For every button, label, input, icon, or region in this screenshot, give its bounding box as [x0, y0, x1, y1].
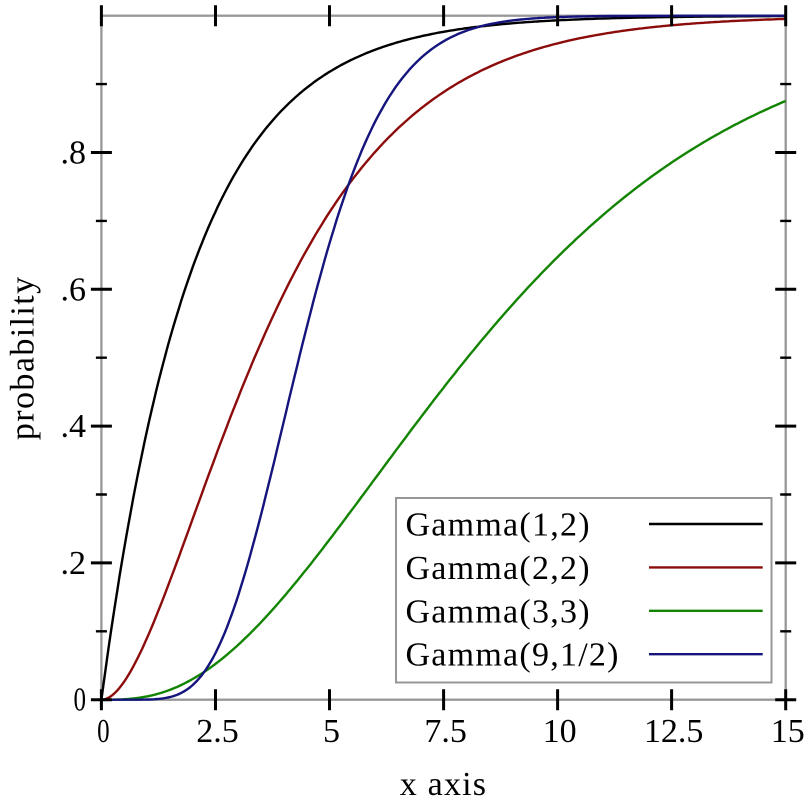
- svg-text:.6: .6: [61, 271, 87, 308]
- svg-text:probability: probability: [5, 275, 42, 440]
- svg-text:x axis: x axis: [400, 766, 487, 803]
- svg-text:2.5: 2.5: [196, 713, 239, 750]
- svg-text:Gamma(2,2): Gamma(2,2): [406, 550, 591, 587]
- svg-text:0: 0: [97, 713, 110, 750]
- svg-text:15: 15: [771, 713, 805, 750]
- svg-text:5: 5: [323, 713, 340, 750]
- svg-text:10: 10: [543, 713, 577, 750]
- svg-text:.2: .2: [61, 545, 87, 582]
- svg-text:Gamma(3,3): Gamma(3,3): [406, 593, 591, 630]
- svg-text:.8: .8: [61, 135, 87, 172]
- svg-text:0: 0: [74, 682, 87, 719]
- svg-text:Gamma(9,1/2): Gamma(9,1/2): [406, 637, 620, 674]
- svg-text:12.5: 12.5: [644, 713, 704, 750]
- svg-text:.4: .4: [61, 408, 87, 445]
- svg-text:Gamma(1,2): Gamma(1,2): [406, 507, 591, 544]
- svg-text:7.5: 7.5: [424, 713, 467, 750]
